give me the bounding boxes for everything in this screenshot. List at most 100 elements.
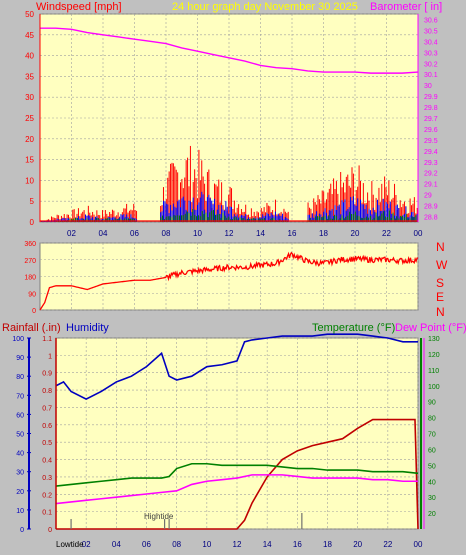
wind-tick-label: 10	[25, 176, 34, 185]
humidity-tick-label: 90	[16, 355, 24, 362]
bottom-x-tick-label: 18	[323, 540, 332, 549]
bottom-x-tick-label: 10	[202, 540, 211, 549]
x-tick-label: 04	[99, 229, 108, 238]
bottom-x-tick-label: 20	[353, 540, 362, 549]
bottom-x-tick-label: 04	[112, 540, 121, 549]
x-tick-label: 06	[130, 229, 139, 238]
rainfall-tick-label: 0.9	[42, 371, 52, 378]
humidity-tick-label: 50	[16, 432, 24, 439]
barometer-tick-label: 29.6	[424, 127, 438, 134]
temperature-tick-label: 100	[428, 384, 440, 391]
temperature-tick-label: 120	[428, 352, 440, 359]
x-tick-label: 08	[162, 229, 171, 238]
barometer-tick-label: 30.2	[424, 61, 438, 68]
barometer-tick-label: 28.8	[424, 215, 438, 222]
wind-tick-label: 25	[25, 114, 34, 123]
humidity-tick-label: 20	[16, 489, 24, 496]
barometer-tick-label: 29.3	[424, 160, 438, 167]
wind-tick-label: 20	[25, 135, 34, 144]
graph-title: 24 hour graph day November 30 2025	[172, 1, 358, 13]
barometer-tick-label: 30.4	[424, 39, 438, 46]
rainfall-tick-label: 0.4	[42, 458, 52, 465]
bottom-x-tick-label: 14	[263, 540, 272, 549]
x-tick-label: 10	[193, 229, 202, 238]
wind-axis-title: Windspeed [mph]	[36, 1, 122, 13]
barometer-tick-label: 30.5	[424, 28, 438, 35]
humidity-tick-label: 10	[16, 508, 24, 515]
barometer-tick-label: 29.8	[424, 105, 438, 112]
rainfall-tick-label: 0.1	[42, 510, 52, 517]
x-tick-label: 16	[288, 229, 297, 238]
wind-tick-label: 45	[25, 31, 34, 40]
barometer-tick-label: 29.7	[424, 116, 438, 123]
compass-w: W	[436, 258, 448, 272]
x-tick-label: 14	[256, 229, 265, 238]
humidity-line	[55, 333, 418, 401]
wind-tick-label: 5	[30, 197, 35, 206]
temperature-tick-label: 90	[428, 400, 436, 407]
temperature-tick-label: 20	[428, 511, 436, 518]
rainfall-tick-label: 0.8	[42, 388, 52, 395]
rainfall-legend: Rainfall (.in)	[2, 322, 61, 334]
humidity-tick-label: 0	[20, 527, 24, 534]
barometer-tick-label: 29	[424, 193, 432, 200]
x-tick-label: 20	[351, 229, 360, 238]
humidity-tick-label: 100	[12, 336, 24, 343]
barometer-axis-title: Barometer [ in]	[370, 1, 442, 13]
rainfall-line	[56, 418, 419, 530]
barometer-tick-label: 29.2	[424, 171, 438, 178]
barometer-tick-label: 30.3	[424, 50, 438, 57]
direction-tick-label: 0	[32, 308, 36, 315]
bottom-x-tick-label: 00	[414, 540, 423, 549]
humidity-tick-label: 70	[16, 393, 24, 400]
temperature-tick-label: 70	[428, 432, 436, 439]
wind-tick-label: 30	[25, 93, 34, 102]
x-tick-label: 12	[225, 229, 234, 238]
x-tick-label: 18	[319, 229, 328, 238]
barometer-line	[40, 27, 419, 74]
humidity-legend: Humidity	[66, 322, 109, 334]
barometer-tick-label: 29.4	[424, 149, 438, 156]
wind-direction-line	[39, 251, 419, 311]
x-tick-label: 02	[67, 229, 76, 238]
rainfall-tick-label: 0.5	[42, 440, 52, 447]
rainfall-tick-label: 0.3	[42, 475, 52, 482]
barometer-tick-label: 28.9	[424, 204, 438, 211]
direction-tick-label: 180	[24, 275, 36, 282]
temperature-line	[55, 462, 419, 487]
temperature-tick-label: 60	[428, 447, 436, 454]
barometer-tick-label: 30	[424, 83, 432, 90]
temperature-tick-label: 50	[428, 463, 436, 470]
temperature-tick-label: 80	[428, 416, 436, 423]
rainfall-tick-label: 0	[48, 527, 52, 534]
direction-tick-label: 360	[24, 241, 36, 248]
rainfall-tick-label: 0.2	[42, 492, 52, 499]
rainfall-tick-label: 0.7	[42, 405, 52, 412]
humidity-tick-label: 30	[16, 470, 24, 477]
compass-n-bottom: N	[436, 305, 445, 319]
bottom-x-tick-label: 08	[172, 540, 181, 549]
barometer-tick-label: 29.1	[424, 182, 438, 189]
wind-tick-label: 50	[25, 10, 34, 19]
dewpoint-line	[55, 474, 418, 505]
hightide-label: Hightide	[144, 512, 174, 521]
humidity-tick-label: 40	[16, 451, 24, 458]
bottom-x-tick-label: 06	[142, 540, 151, 549]
wind-tick-label: 0	[30, 218, 35, 227]
barometer-tick-label: 29.5	[424, 138, 438, 145]
temperature-tick-label: 40	[428, 479, 436, 486]
temperature-tick-label: 30	[428, 495, 436, 502]
lowtide-label: Lowtide	[56, 540, 84, 549]
humidity-tick-label: 80	[16, 374, 24, 381]
barometer-tick-label: 30.6	[424, 17, 438, 24]
temperature-legend: Temperature (°F)	[312, 322, 395, 334]
barometer-tick-label: 29.9	[424, 94, 438, 101]
bottom-x-tick-label: 22	[383, 540, 392, 549]
temperature-tick-label: 130	[428, 336, 440, 343]
compass-s: S	[436, 276, 444, 290]
compass-n-top: N	[436, 240, 445, 254]
humidity-tick-label: 60	[16, 412, 24, 419]
x-tick-label: 00	[414, 229, 423, 238]
